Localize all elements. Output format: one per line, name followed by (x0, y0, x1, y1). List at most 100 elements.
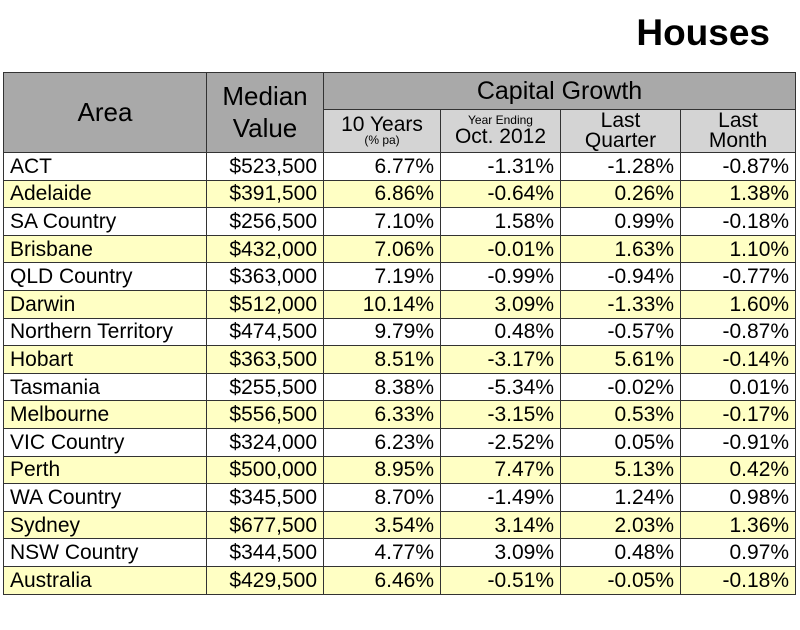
header-area: Area (3, 72, 207, 153)
table-row: VIC Country $324,000 6.23% -2.52% 0.05% -0.91… (3, 427, 797, 457)
cell: 3.09% (440, 289, 561, 319)
header-column: 10 Years (% pa) (323, 109, 441, 153)
cell: $344,500 (206, 538, 324, 567)
cell: 2.03% (560, 510, 681, 540)
table-row: ACT $523,500 6.77% -1.31% -1.28% -0.87% (3, 152, 797, 181)
cell: 1.63% (560, 234, 681, 264)
cell: 7.06% (323, 234, 441, 264)
cell: $512,000 (206, 289, 324, 319)
header-line: Month (708, 129, 768, 152)
cell: 6.23% (323, 427, 441, 457)
table-row: Tasmania $255,500 8.38% -5.34% -0.02% 0.01% (3, 372, 797, 402)
cell: -5.34% (440, 372, 561, 402)
cell: 1.38% (679, 179, 797, 209)
header-line: Oct. 2012 (454, 124, 547, 148)
table-row: WA Country $345,500 8.70% -1.49% 1.24% 0.98% (3, 483, 797, 512)
cell: -0.17% (679, 400, 797, 429)
cell: $391,500 (206, 179, 324, 209)
area-cell: ACT (3, 152, 207, 181)
area-cell: WA Country (3, 483, 207, 512)
area-cell: Australia (3, 565, 207, 595)
cell: 0.01% (679, 372, 797, 402)
cell: 6.77% (323, 152, 441, 181)
cell: 6.33% (323, 400, 441, 429)
cell: 0.99% (560, 207, 681, 236)
cell: $363,000 (206, 262, 324, 291)
cell: 5.13% (560, 455, 681, 485)
cell: -3.17% (440, 345, 561, 374)
area-cell: QLD Country (3, 262, 207, 291)
cell: -0.01% (440, 234, 561, 264)
area-cell: Tasmania (3, 372, 207, 402)
cell: $474,500 (206, 317, 324, 347)
table-row: Sydney $677,500 3.54% 3.14% 2.03% 1.36% (3, 510, 797, 540)
cell: -0.51% (440, 565, 561, 595)
cell: $324,000 (206, 427, 324, 457)
cell: 0.97% (679, 538, 797, 567)
table-row: Northern Territory $474,500 9.79% 0.48% -0.5… (3, 317, 797, 347)
cell: 1.58% (440, 207, 561, 236)
cell: 9.79% (323, 317, 441, 347)
cell: 0.26% (560, 179, 681, 209)
cell: 8.51% (323, 345, 441, 374)
header-note: (% pa) (364, 133, 400, 148)
area-cell: Brisbane (3, 234, 207, 264)
cell: 7.47% (440, 455, 561, 485)
table-row: SA Country $256,500 7.10% 1.58% 0.99% -0.18% (3, 207, 797, 236)
cell: -0.02% (560, 372, 681, 402)
area-cell: Northern Territory (3, 317, 207, 347)
header-median: Median Value (206, 72, 324, 153)
cell: 0.42% (679, 455, 797, 485)
cell: 3.54% (323, 510, 441, 540)
cell: 7.10% (323, 207, 441, 236)
cell: 1.60% (679, 289, 797, 319)
header-column: Last Month (679, 109, 797, 153)
header-small: Year Ending (468, 113, 533, 128)
table-row: Perth $500,000 8.95% 7.47% 5.13% 0.42% (3, 455, 797, 485)
table-row: Adelaide $391,500 6.86% -0.64% 0.26% 1.38% (3, 179, 797, 209)
cell: 3.14% (440, 510, 561, 540)
table-row: Hobart $363,500 8.51% -3.17% 5.61% -0.14% (3, 345, 797, 374)
cell: -1.31% (440, 152, 561, 181)
area-cell: Darwin (3, 289, 207, 319)
area-cell: Adelaide (3, 179, 207, 209)
cell: -0.99% (440, 262, 561, 291)
cell: $256,500 (206, 207, 324, 236)
cell: 8.95% (323, 455, 441, 485)
table-row: QLD Country $363,000 7.19% -0.99% -0.94% -0.7… (3, 262, 797, 291)
area-cell: Melbourne (3, 400, 207, 429)
cell: -0.14% (679, 345, 797, 374)
cell: 1.24% (560, 483, 681, 512)
cell: 0.48% (440, 317, 561, 347)
cell: -0.18% (679, 565, 797, 595)
cell: 6.46% (323, 565, 441, 595)
title: Houses (636, 12, 770, 53)
cell: -2.52% (440, 427, 561, 457)
cell: 0.05% (560, 427, 681, 457)
area-cell: Perth (3, 455, 207, 485)
header-column: Year Ending Oct. 2012 (440, 109, 561, 153)
header-line: Last (718, 109, 758, 133)
cell: $523,500 (206, 152, 324, 181)
table-row: Darwin $512,000 10.14% 3.09% -1.33% 1.60% (3, 289, 797, 319)
cell: 4.77% (323, 538, 441, 567)
cell: 8.70% (323, 483, 441, 512)
table-header: Area Median Value Capital Growth 10 Years… (3, 72, 797, 153)
cell: 0.53% (560, 400, 681, 429)
cell: $432,000 (206, 234, 324, 264)
cell: -1.33% (560, 289, 681, 319)
header-line: Median (222, 81, 308, 112)
header-line: Quarter (584, 129, 657, 152)
area-cell: Sydney (3, 510, 207, 540)
header-line: 10 Years (341, 113, 423, 137)
area-cell: NSW Country (3, 538, 207, 567)
cell: $677,500 (206, 510, 324, 540)
cell: 3.09% (440, 538, 561, 567)
header-group: Capital Growth (322, 72, 797, 110)
cell: 1.36% (679, 510, 797, 540)
cell: -0.18% (679, 207, 797, 236)
table-body: ACT $523,500 6.77% -1.31% -1.28% -0.87% Adelai… (3, 152, 797, 595)
cell: -0.91% (679, 427, 797, 457)
cell: -1.49% (440, 483, 561, 512)
